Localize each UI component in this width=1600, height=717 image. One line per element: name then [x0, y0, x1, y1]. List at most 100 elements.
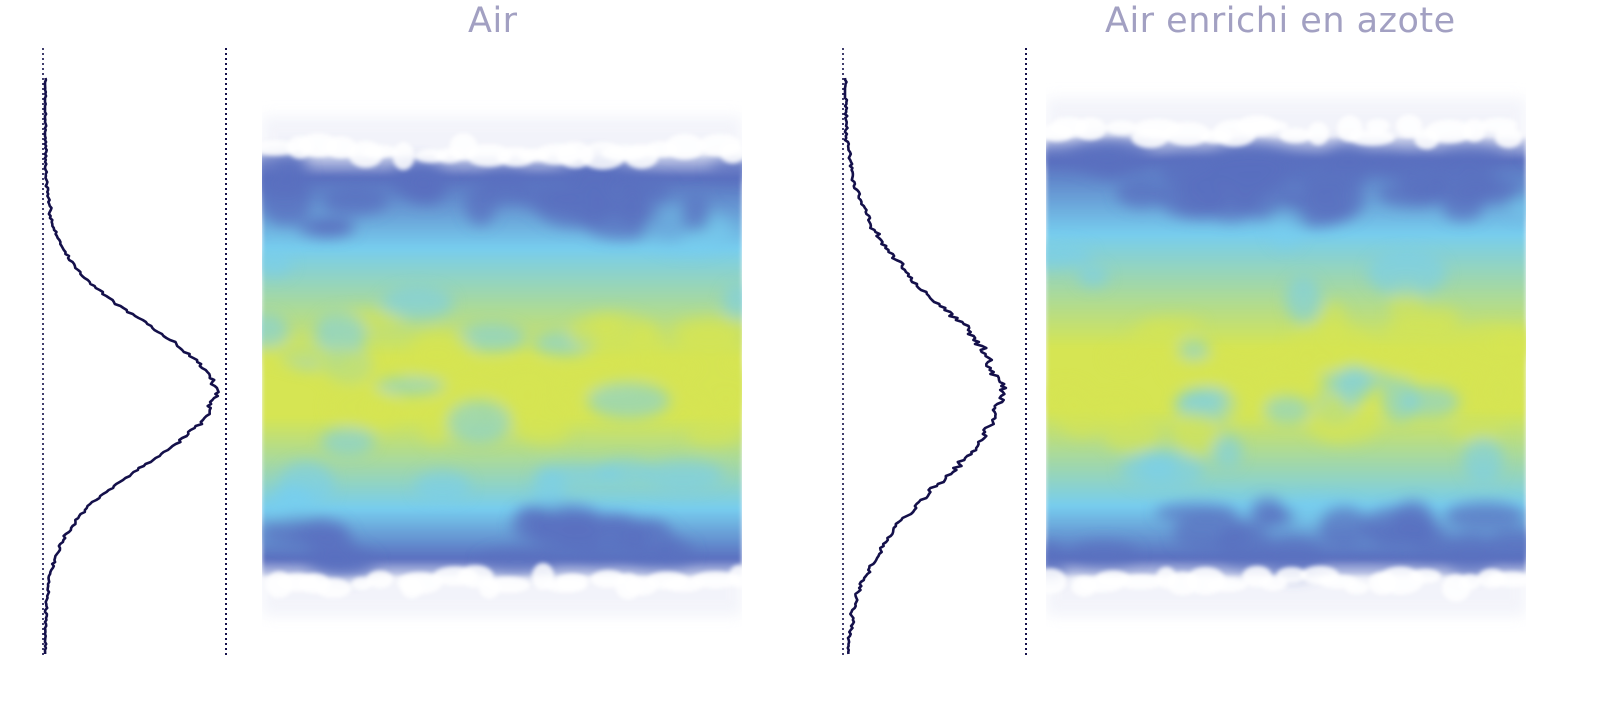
turbulence-blob: [1304, 177, 1365, 222]
turbulence-blob: [313, 547, 377, 579]
turbulence-blob: [686, 422, 741, 447]
turbulence-blob: [1259, 508, 1297, 525]
intensity-profile-air: [0, 0, 260, 717]
edge-bump: [1074, 117, 1107, 141]
turbulence-blob: [481, 167, 529, 205]
edge-bump: [1425, 119, 1473, 144]
turbulence-blob: [1217, 522, 1271, 569]
edge-bump: [665, 133, 704, 160]
turbulence-blob: [262, 248, 292, 277]
edge-bump: [1344, 580, 1369, 595]
turbulence-blob: [262, 314, 289, 349]
edge-bump: [719, 142, 742, 164]
turbulence-blob: [1382, 320, 1460, 346]
turbulence-blob: [1067, 137, 1151, 174]
concentration-image-nitrogen-enriched: [1046, 60, 1526, 660]
turbulence-blob: [457, 323, 526, 353]
turbulence-blob: [1445, 501, 1526, 530]
turbulence-blob: [374, 376, 445, 396]
turbulence-blob: [1482, 370, 1515, 413]
turbulence-blob: [1399, 386, 1460, 418]
edge-bump: [1205, 578, 1248, 592]
turbulence-blob: [1128, 325, 1181, 349]
turbulence-blob: [447, 400, 512, 444]
turbulence-blob: [1103, 416, 1160, 453]
edge-bump: [1247, 119, 1289, 133]
edge-bump: [1105, 120, 1138, 135]
turbulence-blob: [1427, 165, 1501, 203]
turbulence-blob: [1070, 541, 1138, 567]
intensity-profile-nitrogen-enriched: [800, 0, 1060, 717]
turbulence-blob: [619, 359, 684, 377]
turbulence-blob: [671, 316, 742, 346]
band-edge-mask: [1046, 114, 1526, 602]
edge-bump: [362, 144, 397, 158]
concentration-field-nitrogen-enriched: [1046, 98, 1526, 616]
turbulence-blob: [320, 427, 375, 456]
turbulence-blob: [289, 527, 349, 546]
turbulence-blob: [1491, 325, 1526, 359]
concentration-image-air: [262, 60, 742, 660]
turbulence-blob: [1462, 437, 1504, 483]
edge-bump: [1396, 114, 1423, 137]
turbulence-blob: [1438, 145, 1503, 171]
turbulence-blob: [1212, 434, 1243, 468]
panel-nitrogen-enriched: Air enrichi en azote: [800, 0, 1600, 717]
turbulence-blob: [1046, 242, 1093, 269]
panel-title-nitrogen-enriched: Air enrichi en azote: [1105, 1, 1456, 41]
turbulence-blob: [1203, 188, 1259, 222]
turbulence-blob: [645, 208, 732, 254]
turbulence-blob: [655, 538, 694, 568]
turbulence-blob: [1367, 250, 1447, 296]
turbulence-blob: [1450, 422, 1502, 441]
turbulence-blob: [327, 385, 395, 428]
turbulence-blob: [475, 363, 562, 399]
edge-bump: [1409, 568, 1441, 584]
turbulence-blob: [1100, 397, 1134, 422]
turbulence-blob: [1337, 365, 1372, 406]
edge-bump: [1046, 568, 1067, 595]
turbulence-blob: [580, 545, 614, 562]
band-edge-mask: [262, 132, 742, 600]
turbulence-blob: [1392, 500, 1434, 540]
profile-curve-nitrogen-enriched: [843, 77, 1008, 655]
turbulence-blob: [1120, 450, 1204, 489]
turbulence-blob: [414, 470, 471, 502]
turbulence-blob: [262, 178, 315, 196]
turbulence-blob: [1210, 142, 1295, 185]
edge-bump: [1276, 567, 1307, 584]
edge-bump: [1307, 121, 1329, 146]
turbulence-blob: [1318, 392, 1351, 439]
turbulence-blob: [1178, 339, 1210, 361]
panel-title-air: Air: [468, 1, 518, 41]
turbulence-blob: [419, 406, 450, 445]
turbulence-blob: [1177, 388, 1231, 415]
edge-bump: [1279, 127, 1312, 144]
edge-bump: [315, 578, 352, 599]
turbulence-blob: [1269, 207, 1303, 249]
turbulence-blob: [1106, 348, 1141, 366]
turbulence-blob: [681, 365, 742, 405]
turbulence-blob: [262, 341, 331, 364]
edge-bump: [728, 564, 742, 588]
profile-plot-nitrogen-enriched: [842, 48, 1027, 655]
edge-bump: [366, 570, 393, 589]
edge-bump: [486, 577, 531, 593]
turbulence-blob: [323, 186, 389, 215]
turbulence-blob: [403, 176, 435, 194]
turbulence-blob: [1166, 354, 1229, 383]
turbulence-blobs: [1046, 137, 1526, 581]
turbulence-blob: [297, 216, 356, 238]
turbulence-blobs: [262, 151, 742, 579]
edge-bump: [1462, 118, 1486, 142]
edge-bump: [1116, 574, 1164, 590]
turbulence-blob: [1263, 395, 1311, 424]
turbulence-blob: [1488, 529, 1526, 561]
turbulence-blob: [1318, 506, 1369, 549]
turbulence-blob: [1509, 198, 1526, 218]
turbulence-blob: [534, 181, 617, 228]
turbulence-blob: [1371, 153, 1413, 177]
turbulence-blob: [534, 463, 621, 486]
turbulence-blob: [278, 461, 335, 509]
turbulence-blob: [587, 382, 671, 419]
